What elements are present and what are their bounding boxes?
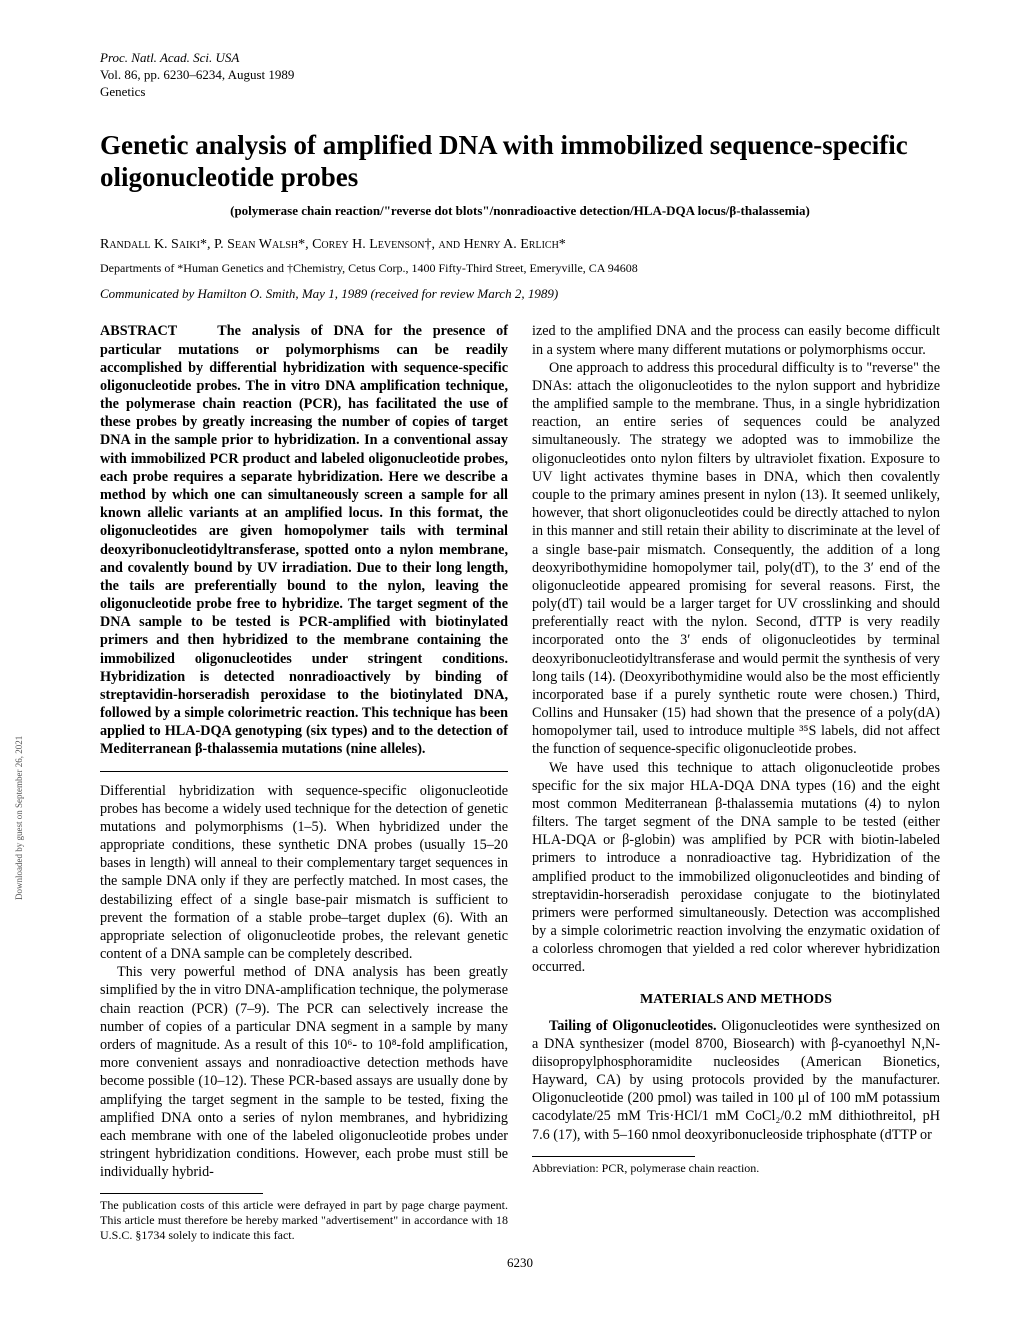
- header-section: Genetics: [100, 84, 940, 101]
- materials-body: Oligonucleotides were synthesized on a D…: [532, 1018, 940, 1143]
- left-para-1: Differential hybridization with sequence…: [100, 782, 508, 964]
- page-number: 6230: [100, 1255, 940, 1271]
- authors-line: Randall K. Saiki*, P. Sean Walsh*, Corey…: [100, 237, 940, 253]
- authors-text: Randall K. Saiki*, P. Sean Walsh*, Corey…: [100, 237, 566, 252]
- article-title: Genetic analysis of amplified DNA with i…: [100, 129, 940, 194]
- page-container: Proc. Natl. Acad. Sci. USA Vol. 86, pp. …: [0, 0, 1020, 1301]
- download-watermark: Downloaded by guest on September 26, 202…: [14, 736, 24, 900]
- right-para-1: ized to the amplified DNA and the proces…: [532, 322, 940, 358]
- journal-header: Proc. Natl. Acad. Sci. USA Vol. 86, pp. …: [100, 50, 940, 101]
- left-column: ABSTRACTThe analysis of DNA for the pres…: [100, 322, 508, 1243]
- left-para-2: This very powerful method of DNA analysi…: [100, 963, 508, 1181]
- materials-runhead: Tailing of Oligonucleotides.: [549, 1018, 717, 1034]
- article-subtitle: (polymerase chain reaction/"reverse dot …: [100, 203, 940, 219]
- abstract-text: The analysis of DNA for the presence of …: [100, 323, 508, 757]
- right-footnote-separator: [532, 1156, 695, 1157]
- header-volume: Vol. 86, pp. 6230–6234, August 1989: [100, 67, 940, 84]
- two-column-body: ABSTRACTThe analysis of DNA for the pres…: [100, 322, 940, 1243]
- communicated-line: Communicated by Hamilton O. Smith, May 1…: [100, 286, 940, 302]
- materials-para: Tailing of Oligonucleotides. Oligonucleo…: [532, 1017, 940, 1144]
- right-para-2: One approach to address this procedural …: [532, 359, 940, 759]
- abstract-block: ABSTRACTThe analysis of DNA for the pres…: [100, 322, 508, 758]
- left-footnote: The publication costs of this article we…: [100, 1198, 508, 1243]
- abstract-separator: [100, 771, 508, 772]
- abstract-label: ABSTRACT: [100, 323, 177, 339]
- header-journal: Proc. Natl. Acad. Sci. USA: [100, 50, 940, 67]
- affiliation-line: Departments of *Human Genetics and †Chem…: [100, 261, 940, 276]
- right-para-3: We have used this technique to attach ol…: [532, 759, 940, 977]
- materials-heading: MATERIALS AND METHODS: [532, 991, 940, 1009]
- right-footnote: Abbreviation: PCR, polymerase chain reac…: [532, 1161, 940, 1176]
- left-footnote-separator: [100, 1193, 263, 1194]
- right-column: ized to the amplified DNA and the proces…: [532, 322, 940, 1243]
